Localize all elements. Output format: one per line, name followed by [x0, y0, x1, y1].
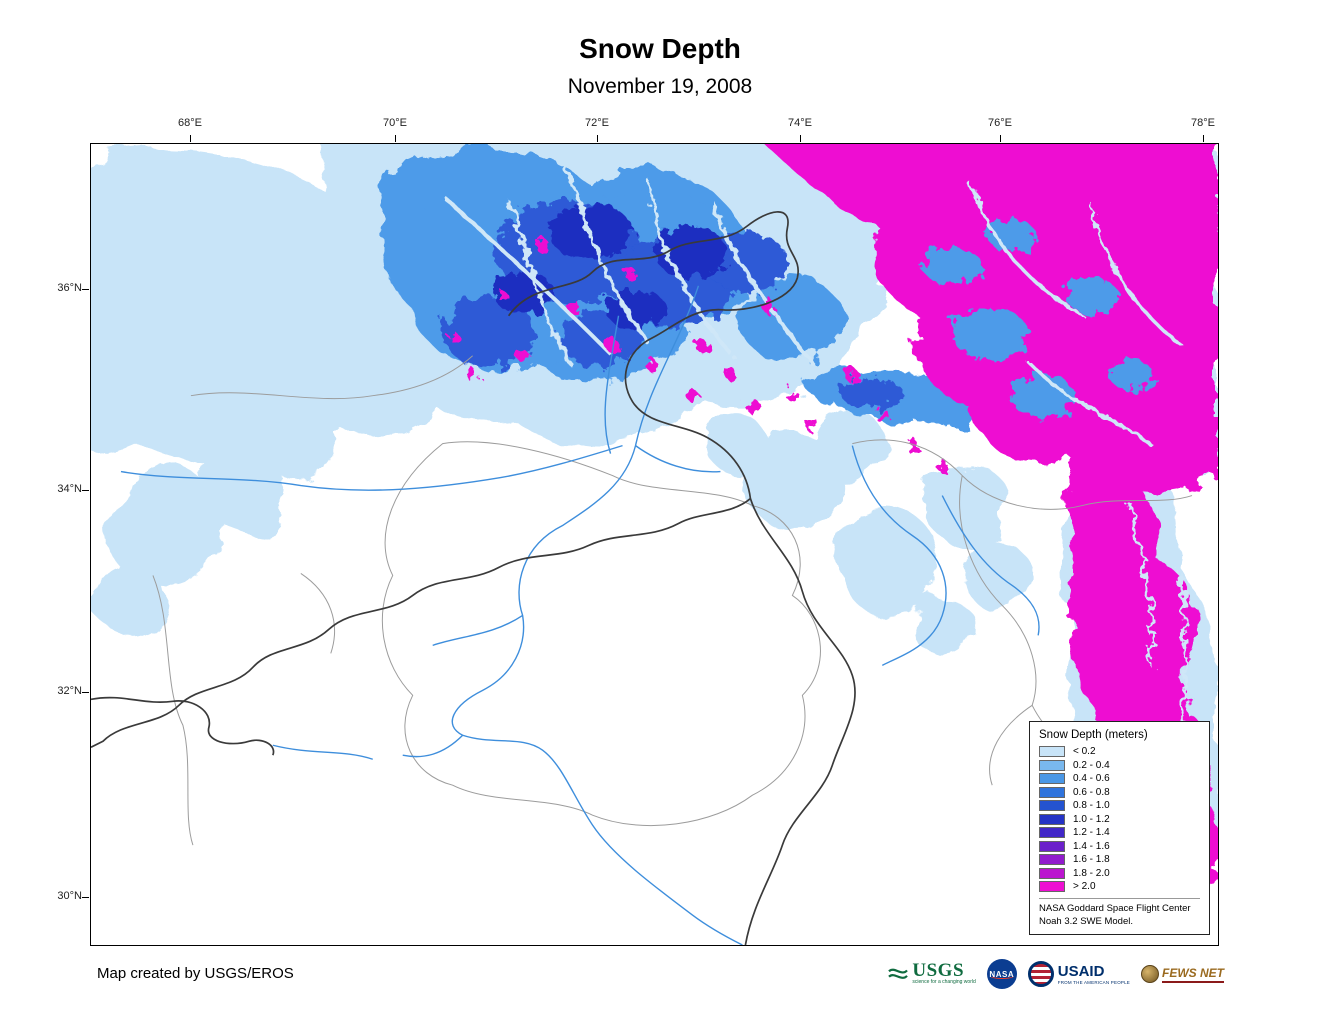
fewsnet-globe-icon — [1141, 965, 1159, 983]
legend-color-swatch — [1039, 827, 1065, 839]
legend-color-swatch — [1039, 813, 1065, 825]
lon-tick-mark — [800, 135, 801, 142]
legend-entry-label: 0.4 - 0.6 — [1073, 773, 1110, 785]
map-frame: Snow Depth (meters) < 0.2 0.2 - 0.4 0.4 - … — [90, 143, 1219, 946]
legend-color-swatch — [1039, 881, 1065, 893]
legend-entry: 0.2 - 0.4 — [1039, 759, 1200, 771]
lat-tick-mark — [82, 692, 89, 693]
legend-entry-label: 1.4 - 1.6 — [1073, 840, 1110, 852]
legend-entry-label: 1.6 - 1.8 — [1073, 854, 1110, 866]
heavy-snow-speckles — [447, 238, 949, 472]
legend-source-line: Noah 3.2 SWE Model. — [1039, 916, 1133, 928]
legend-entry-label: 0.6 - 0.8 — [1073, 786, 1110, 798]
lon-tick-mark — [395, 135, 396, 142]
legend-entry: 1.0 - 1.2 — [1039, 813, 1200, 825]
lon-tick-mark — [597, 135, 598, 142]
nasa-wordmark: NASA — [989, 969, 1015, 979]
legend-color-swatch — [1039, 800, 1065, 812]
legend-entry-label: 0.2 - 0.4 — [1073, 759, 1110, 771]
usaid-seal-icon — [1027, 961, 1054, 987]
lat-tick-mark — [82, 289, 89, 290]
lat-tick-mark — [82, 490, 89, 491]
legend-entry: 1.8 - 2.0 — [1039, 867, 1200, 879]
blue-in-magenta-layer — [922, 219, 1155, 418]
lat-tick-label: 34°N — [57, 483, 82, 495]
fewsnet-wordmark: FEWS NET — [1162, 966, 1224, 983]
legend-entry: > 2.0 — [1039, 881, 1200, 893]
logo-row: USGS science for a changing world NASA U… — [887, 956, 1224, 992]
legend-source: NASA Goddard Space Flight Center Noah 3.… — [1039, 898, 1200, 929]
legend-title: Snow Depth (meters) — [1039, 729, 1148, 742]
map-date: November 19, 2008 — [567, 75, 753, 98]
usgs-wave-icon — [888, 968, 909, 979]
lon-tick-mark — [190, 135, 191, 142]
border-lines — [91, 211, 856, 945]
legend-source-line: NASA Goddard Space Flight Center — [1039, 903, 1191, 915]
lat-tick-label: 32°N — [57, 685, 82, 697]
legend: Snow Depth (meters) < 0.2 0.2 - 0.4 0.4 - … — [1029, 721, 1210, 935]
page-title: Snow Depth — [579, 33, 741, 64]
usaid-tagline: FROM THE AMERICAN PEOPLE — [1057, 979, 1130, 985]
lon-tick-label: 72°E — [585, 117, 609, 129]
legend-entry: 1.6 - 1.8 — [1039, 854, 1200, 866]
lon-tick-mark — [1000, 135, 1001, 142]
river-lines — [120, 285, 1040, 945]
legend-color-swatch — [1039, 746, 1065, 758]
legend-entry-label: 1.0 - 1.2 — [1073, 813, 1110, 825]
fewsnet-logo: FEWS NET — [1141, 965, 1224, 983]
legend-color-swatch — [1039, 773, 1065, 785]
legend-entries: < 0.2 0.2 - 0.4 0.4 - 0.6 0.6 - 0.8 0.8 - 1.… — [1039, 746, 1200, 893]
legend-entry-label: 1.2 - 1.4 — [1073, 827, 1110, 839]
legend-color-swatch — [1039, 840, 1065, 852]
legend-entry-label: > 2.0 — [1073, 881, 1096, 893]
nasa-logo: NASA — [986, 959, 1017, 989]
map-image — [91, 144, 1218, 945]
lon-tick-label: 74°E — [788, 117, 812, 129]
usgs-wordmark: USGS — [912, 960, 965, 982]
lon-tick-mark — [1203, 135, 1204, 142]
legend-entry: 0.4 - 0.6 — [1039, 773, 1200, 785]
lat-tick-label: 36°N — [57, 282, 82, 294]
lon-tick-label: 70°E — [383, 117, 407, 129]
legend-color-swatch — [1039, 759, 1065, 771]
usgs-logo: USGS science for a changing world — [887, 960, 976, 986]
valley-streaks — [443, 169, 815, 366]
legend-entry-label: 1.8 - 2.0 — [1073, 867, 1110, 879]
lat-tick-label: 30°N — [57, 890, 82, 902]
legend-entry-label: 0.8 - 1.0 — [1073, 800, 1110, 812]
legend-color-swatch — [1039, 854, 1065, 866]
legend-entry-label: < 0.2 — [1073, 746, 1096, 758]
magenta-valley-streaks — [970, 184, 1192, 775]
legend-entry: < 0.2 — [1039, 746, 1200, 758]
legend-entry: 0.8 - 1.0 — [1039, 800, 1200, 812]
lat-tick-mark — [82, 897, 89, 898]
lon-tick-label: 76°E — [988, 117, 1012, 129]
map-credit: Map created by USGS/EROS — [97, 965, 294, 982]
legend-entry: 1.4 - 1.6 — [1039, 840, 1200, 852]
lon-tick-label: 78°E — [1191, 117, 1215, 129]
usgs-tagline: science for a changing world — [912, 979, 976, 986]
lon-tick-label: 68°E — [178, 117, 202, 129]
legend-color-swatch — [1039, 786, 1065, 798]
legend-entry: 1.2 - 1.4 — [1039, 827, 1200, 839]
legend-entry: 0.6 - 0.8 — [1039, 786, 1200, 798]
legend-color-swatch — [1039, 867, 1065, 879]
usaid-wordmark: USAID — [1057, 962, 1105, 980]
usaid-logo: USAID FROM THE AMERICAN PEOPLE — [1027, 961, 1130, 987]
